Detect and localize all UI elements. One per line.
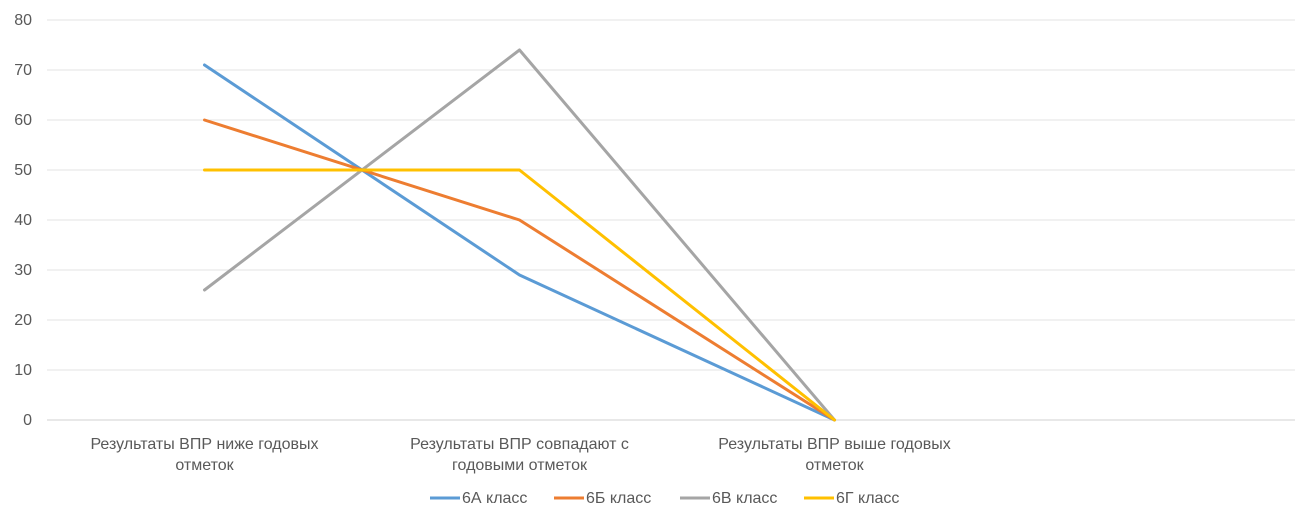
y-axis: 0 10 20 30 40 50 60 70 80 <box>14 12 32 429</box>
legend: 6А класс 6Б класс 6В класс 6Г класс <box>430 490 899 507</box>
x-category-label: Результаты ВПР выше годовых отметок <box>718 436 950 474</box>
y-tick-label: 0 <box>23 412 32 429</box>
series-lines <box>203 48 836 422</box>
legend-item: 6Б класс <box>554 490 651 507</box>
y-tick-label: 40 <box>14 212 32 229</box>
x-axis: Результаты ВПР ниже годовых отметок Резуль… <box>90 436 950 474</box>
legend-label: 6В класс <box>712 490 777 507</box>
gridlines <box>47 19 1295 421</box>
legend-label: 6Г класс <box>836 490 899 507</box>
series-line <box>203 48 836 422</box>
series-line <box>203 168 836 422</box>
y-tick-label: 10 <box>14 362 32 379</box>
series-line <box>203 63 836 422</box>
y-tick-label: 20 <box>14 312 32 329</box>
legend-item: 6А класс <box>430 490 527 507</box>
legend-item: 6В класс <box>680 490 777 507</box>
legend-item: 6Г класс <box>804 490 899 507</box>
x-category-label: Результаты ВПР совпадают с годовыми отмет… <box>410 436 629 474</box>
series-line <box>203 118 836 422</box>
y-tick-label: 70 <box>14 62 32 79</box>
y-tick-label: 50 <box>14 162 32 179</box>
y-tick-label: 60 <box>14 112 32 129</box>
x-category-label: Результаты ВПР ниже годовых отметок <box>90 436 318 474</box>
y-tick-label: 80 <box>14 12 32 29</box>
legend-label: 6А класс <box>462 490 527 507</box>
y-tick-label: 30 <box>14 262 32 279</box>
legend-label: 6Б класс <box>586 490 651 507</box>
